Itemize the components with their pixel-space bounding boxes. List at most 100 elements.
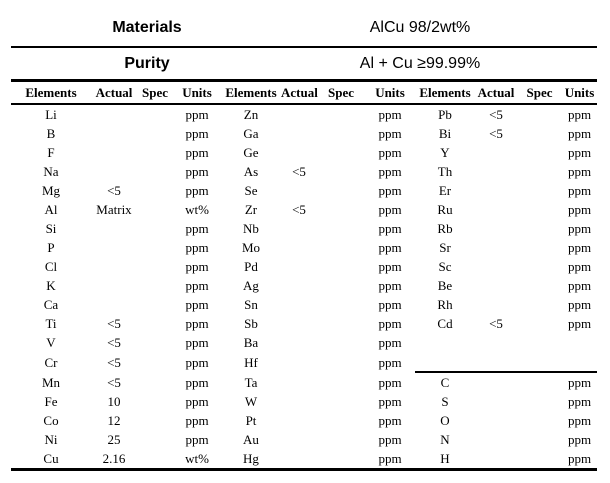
- element-cell: [415, 333, 475, 352]
- spec-cell: [517, 124, 562, 143]
- element-cell: Ga: [243, 126, 259, 141]
- units-cell: ppm: [378, 202, 402, 217]
- units-cell: ppm: [378, 240, 402, 255]
- element-cell: Li: [45, 107, 57, 122]
- element-cell: Co: [43, 413, 59, 428]
- actual-cell: 25: [107, 432, 121, 447]
- table-row: Mg <5 ppm Se ppm Er ppm: [11, 181, 597, 200]
- element-cell: Mn: [41, 374, 61, 390]
- actual-cell: 2.16: [102, 451, 126, 466]
- element-cell: Ba: [243, 335, 259, 350]
- spec-cell: [137, 430, 173, 449]
- actual-cell: [281, 392, 317, 411]
- table-row: Ti <5 ppm Sb ppm Cd <5 ppm: [11, 314, 597, 333]
- actual-cell: [281, 104, 317, 124]
- element-cell: Y: [440, 145, 450, 160]
- element-cell: [415, 352, 475, 372]
- element-cell: Cd: [437, 316, 453, 331]
- element-cell: Mo: [241, 240, 261, 255]
- element-cell: Sb: [244, 316, 258, 331]
- spec-cell: [137, 449, 173, 468]
- element-cell: Mg: [41, 183, 61, 198]
- element-cell: As: [243, 164, 259, 179]
- actual-cell: [475, 143, 517, 162]
- spec-cell: [317, 104, 365, 124]
- divider-below-purity: [11, 79, 597, 82]
- units-cell: ppm: [185, 183, 209, 198]
- spec-cell: [517, 162, 562, 181]
- units-cell: ppm: [185, 316, 209, 331]
- actual-cell: [91, 104, 137, 124]
- spec-cell: [137, 314, 173, 333]
- actual-cell: [281, 333, 317, 352]
- units-cell: ppm: [185, 374, 209, 390]
- actual-cell: <5: [107, 335, 121, 350]
- actual-cell: [91, 276, 137, 295]
- spec-cell: [137, 352, 173, 372]
- actual-cell: <5: [292, 202, 306, 217]
- spec-cell: [317, 238, 365, 257]
- actual-cell: [475, 219, 517, 238]
- actual-cell: [281, 430, 317, 449]
- element-cell: O: [440, 413, 450, 428]
- element-cell: Er: [438, 183, 452, 198]
- actual-column-header: Actual: [91, 82, 137, 105]
- actual-cell: [91, 124, 137, 143]
- actual-cell: [475, 392, 517, 411]
- units-cell: ppm: [378, 451, 402, 466]
- units-cell: wt%: [185, 202, 209, 217]
- actual-cell: [281, 372, 317, 392]
- units-cell: ppm: [378, 432, 402, 447]
- element-cell: Zn: [243, 107, 259, 122]
- element-cell: B: [46, 126, 56, 141]
- element-cell: Ni: [44, 432, 58, 447]
- actual-cell: <5: [292, 164, 306, 179]
- spec-cell: [317, 219, 365, 238]
- element-cell: Cr: [44, 354, 58, 370]
- actual-cell: <5: [489, 107, 503, 122]
- element-cell: Ti: [45, 316, 57, 331]
- units-cell: ppm: [185, 394, 209, 409]
- units-cell: [562, 333, 597, 352]
- units-cell: ppm: [185, 354, 209, 370]
- element-cell: Zr: [244, 202, 258, 217]
- actual-cell: [281, 219, 317, 238]
- units-cell: ppm: [185, 297, 209, 312]
- column-header-row: Elements Actual Spec Units Elements Actual Spe…: [11, 82, 597, 105]
- element-cell: N: [440, 432, 450, 447]
- spec-cell: [317, 392, 365, 411]
- element-cell: Fe: [44, 394, 58, 409]
- spec-cell: [137, 238, 173, 257]
- actual-column-header: Actual: [475, 82, 517, 105]
- actual-cell: [281, 124, 317, 143]
- elements-table: Elements Actual Spec Units Elements Actual Spe…: [11, 82, 597, 468]
- actual-cell: [281, 314, 317, 333]
- units-cell: ppm: [185, 240, 209, 255]
- spec-cell: [517, 352, 562, 372]
- actual-cell: 10: [107, 394, 121, 409]
- actual-cell: <5: [107, 374, 121, 390]
- actual-cell: [475, 238, 517, 257]
- table-row: Li ppm Zn ppm Pb <5 ppm: [11, 104, 597, 124]
- element-cell: Rb: [437, 221, 453, 236]
- element-cell: Ge: [243, 145, 259, 160]
- units-cell: wt%: [185, 451, 209, 466]
- units-cell: ppm: [567, 164, 592, 179]
- element-cell: Ta: [244, 374, 258, 390]
- actual-cell: [475, 430, 517, 449]
- spec-cell: [137, 257, 173, 276]
- element-cell: Pt: [245, 413, 257, 428]
- spec-cell: [137, 162, 173, 181]
- actual-cell: [91, 238, 137, 257]
- element-column-header: Elements: [415, 82, 475, 105]
- spec-column-header: Spec: [317, 82, 365, 105]
- units-cell: ppm: [185, 259, 209, 274]
- actual-cell: [475, 276, 517, 295]
